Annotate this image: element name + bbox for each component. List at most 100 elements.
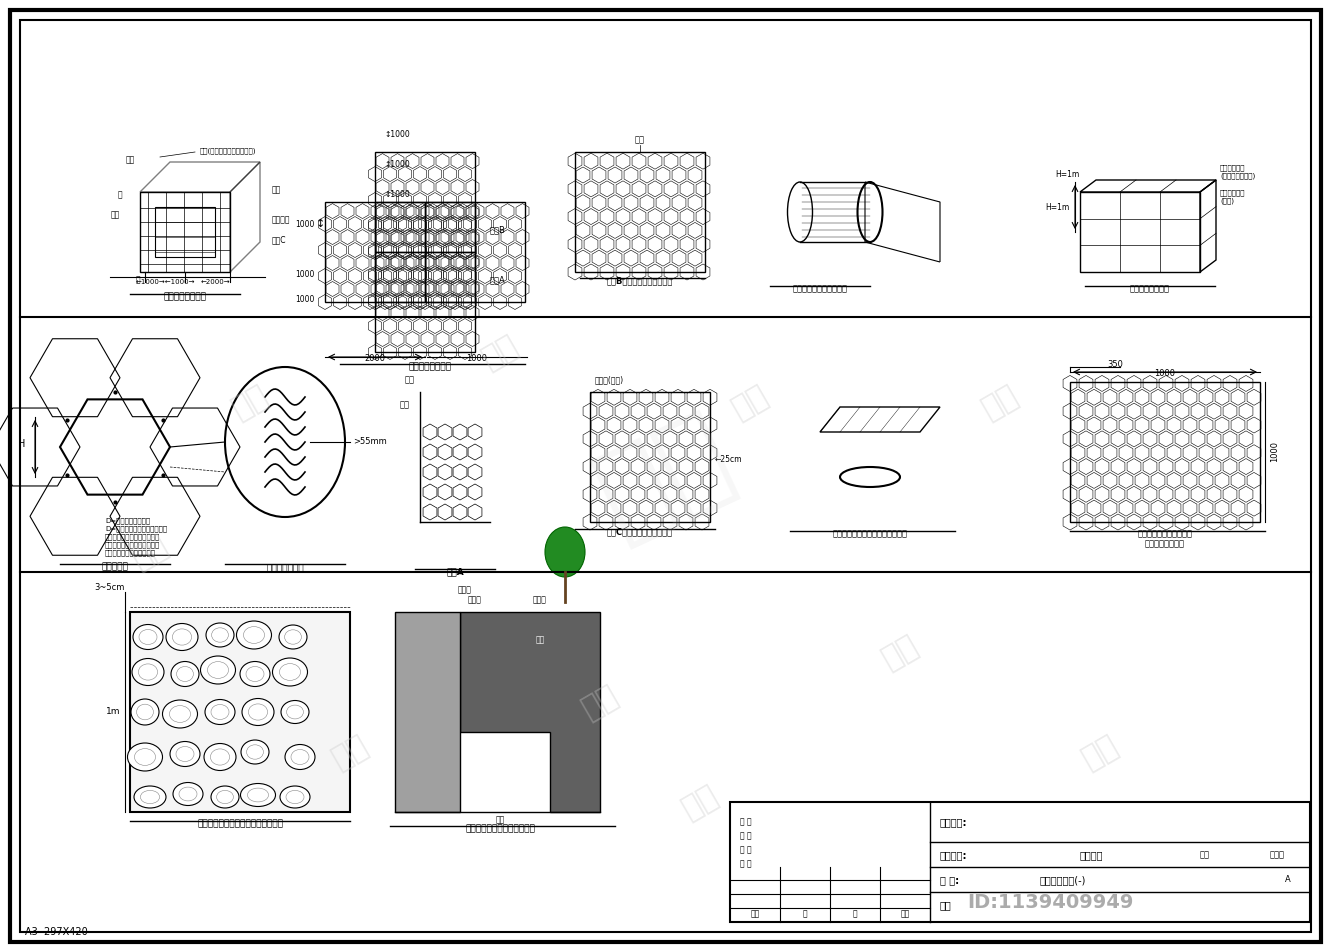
- Text: 施工时加加示意图: 施工时加加示意图: [1130, 284, 1170, 293]
- Ellipse shape: [280, 786, 310, 808]
- Ellipse shape: [133, 625, 162, 649]
- Text: 1000: 1000: [1154, 369, 1175, 378]
- Ellipse shape: [240, 662, 270, 686]
- Ellipse shape: [201, 656, 236, 684]
- Bar: [130, 612, 350, 812]
- Text: ←25cm: ←25cm: [715, 455, 743, 464]
- Text: >55mm: >55mm: [353, 438, 387, 446]
- Polygon shape: [395, 612, 461, 812]
- Text: 比例: 比例: [1201, 850, 1210, 860]
- Bar: [575, 152, 705, 272]
- Bar: [375, 152, 475, 252]
- Text: 2000: 2000: [365, 354, 386, 363]
- Bar: [325, 202, 425, 302]
- Bar: [425, 202, 524, 302]
- Text: 图号: 图号: [940, 900, 952, 910]
- Text: 详细A: 详细A: [490, 275, 506, 284]
- Text: 挂墙格宾网结构图: 挂墙格宾网结构图: [164, 292, 206, 301]
- Bar: [375, 202, 475, 302]
- Text: 格: 格: [853, 909, 857, 919]
- Text: 专业: 专业: [751, 909, 760, 919]
- Ellipse shape: [170, 662, 200, 686]
- Ellipse shape: [206, 623, 234, 647]
- Ellipse shape: [273, 658, 307, 686]
- Text: ←2000→: ←2000→: [200, 279, 230, 285]
- Text: 图 名:: 图 名:: [940, 875, 960, 885]
- Text: 校 对: 校 对: [740, 845, 752, 855]
- Text: 3~5cm: 3~5cm: [95, 583, 125, 592]
- Text: ID:1139409949: ID:1139409949: [966, 893, 1133, 911]
- Polygon shape: [461, 612, 600, 812]
- Text: 知未: 知未: [476, 330, 523, 374]
- Text: 工程名称:: 工程名称:: [940, 817, 968, 827]
- Bar: [375, 252, 475, 352]
- Text: 施工图: 施工图: [1270, 850, 1284, 860]
- Text: 格宾网(矩形): 格宾网(矩形): [595, 375, 624, 384]
- Text: 知未: 知未: [727, 380, 773, 424]
- Text: 施工时挂墙格宾网内卡嵌石天示意图: 施工时挂墙格宾网内卡嵌石天示意图: [197, 819, 284, 828]
- Text: 设 计: 设 计: [740, 860, 752, 868]
- Text: 植被: 植被: [535, 635, 544, 644]
- Text: 知未: 知未: [228, 380, 273, 424]
- Text: 知未: 知未: [1077, 730, 1123, 774]
- Ellipse shape: [130, 699, 158, 725]
- Text: 1000: 1000: [295, 295, 315, 304]
- Ellipse shape: [241, 783, 276, 806]
- Text: 知未: 知未: [677, 781, 723, 823]
- Text: H=1m: H=1m: [1046, 203, 1070, 211]
- Bar: [154, 207, 216, 257]
- Text: 审 核: 审 核: [740, 831, 752, 841]
- Ellipse shape: [281, 701, 309, 724]
- Text: 绑扎绳或扎线
(单股): 绑扎绳或扎线 (单股): [1221, 189, 1246, 204]
- Ellipse shape: [132, 659, 164, 685]
- Ellipse shape: [128, 743, 162, 771]
- Text: 1m: 1m: [105, 707, 120, 717]
- Text: 上下层挂墙格宾网（细）
结合面绱扎示意图: 上下层挂墙格宾网（细） 结合面绱扎示意图: [1138, 529, 1193, 548]
- Text: 1000: 1000: [295, 220, 315, 229]
- Text: 桩: 桩: [117, 190, 122, 199]
- Text: 专业名称:: 专业名称:: [940, 850, 968, 860]
- Text: ←1000→←1000→: ←1000→←1000→: [136, 279, 194, 285]
- Ellipse shape: [205, 700, 236, 724]
- Bar: [1079, 192, 1201, 272]
- Text: 绑扎绳或扎线
(绕绳或扎线合股): 绑扎绳或扎线 (绕绳或扎线合股): [1221, 165, 1255, 179]
- Ellipse shape: [237, 621, 272, 649]
- Text: 土工布: 土工布: [532, 595, 547, 604]
- Text: 绑扎C: 绑扎C: [272, 235, 286, 244]
- Text: 度不少于绞线或钢丝的直径: 度不少于绞线或钢丝的直径: [105, 549, 156, 556]
- Ellipse shape: [173, 783, 204, 805]
- Text: 详图B（出厂前绱扎示意图）: 详图B（出厂前绱扎示意图）: [607, 276, 673, 285]
- Text: A3  297X420: A3 297X420: [25, 927, 88, 937]
- Ellipse shape: [170, 742, 200, 766]
- Text: 格宾网挂墙结构示意化示意图: 格宾网挂墙结构示意化示意图: [465, 824, 535, 833]
- Text: 知未: 知未: [977, 380, 1024, 424]
- Text: 水工专业: 水工专业: [1079, 850, 1103, 860]
- Text: 知未: 知未: [582, 399, 748, 553]
- Text: ↕1000: ↕1000: [385, 190, 410, 199]
- Text: 端板: 端板: [110, 210, 120, 219]
- Text: ↕1000: ↕1000: [385, 130, 410, 139]
- Text: 顶盖: 顶盖: [125, 155, 134, 164]
- Text: 知未: 知未: [576, 681, 623, 724]
- Text: 卷网示意图（用于盖板）: 卷网示意图（用于盖板）: [792, 284, 848, 293]
- Text: 挂墙格宾网出厂打包及扎丝示意图: 挂墙格宾网出厂打包及扎丝示意图: [832, 529, 908, 538]
- Text: 缓冲垫: 缓冲垫: [458, 585, 473, 594]
- Bar: [590, 392, 709, 522]
- Text: 详图A: 详图A: [446, 567, 465, 576]
- Text: 挂墙格宾网展开图: 挂墙格宾网展开图: [409, 362, 451, 371]
- Text: D=绞线或钢丝的直径: D=绞线或钢丝的直径: [105, 517, 150, 524]
- Ellipse shape: [285, 744, 315, 769]
- Text: 钉丝绪合放大图: 钉丝绪合放大图: [266, 564, 303, 573]
- Text: 1000: 1000: [295, 270, 315, 279]
- Text: 绑扎钢丝: 绑扎钢丝: [272, 215, 290, 224]
- Text: 绑扎: 绑扎: [405, 375, 415, 384]
- Text: 桩: 桩: [136, 275, 140, 284]
- Text: 合: 合: [803, 909, 808, 919]
- Text: D=绞线或钢丝长度之和是两组: D=绞线或钢丝长度之和是两组: [105, 525, 168, 531]
- Text: 知未: 知未: [327, 730, 373, 774]
- Text: 日期: 日期: [900, 909, 909, 919]
- Ellipse shape: [280, 625, 307, 649]
- Text: 流速: 流速: [495, 815, 504, 824]
- Ellipse shape: [162, 700, 197, 728]
- Ellipse shape: [241, 740, 269, 764]
